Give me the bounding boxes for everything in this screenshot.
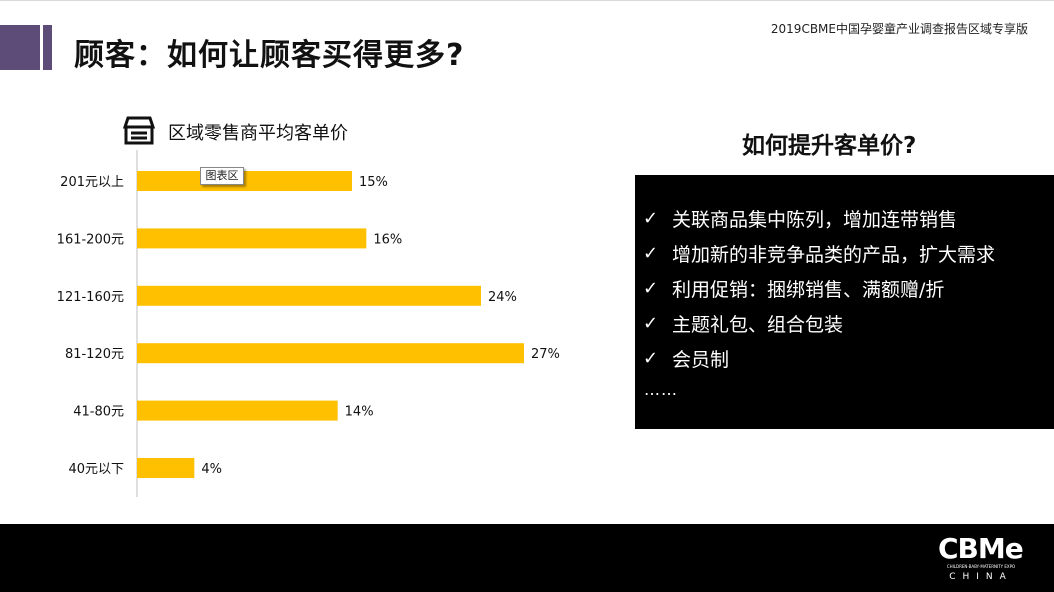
logo-subtitle: CHILDREN·BABY·MATERNITY EXPO (946, 564, 1016, 569)
category-label: 40元以下 (68, 462, 124, 477)
tips-panel: ✓ 关联商品集中陈列，增加连带销售 ✓ 增加新的非竞争品类的产品，扩大需求 ✓ 利用促… (635, 175, 1054, 429)
tips-ellipsis: …… (644, 380, 678, 399)
chart-area-tooltip: 图表区 (200, 167, 244, 185)
check-icon: ✓ (643, 243, 659, 264)
check-icon: ✓ (643, 313, 659, 334)
check-icon: ✓ (643, 278, 659, 299)
store-icon (122, 116, 156, 145)
category-label: 201元以上 (60, 175, 124, 190)
bar (137, 228, 367, 249)
tip-item: ✓ 利用促销：捆绑销售、满额赠/折 (635, 271, 1054, 306)
page-title: 顾客：如何让顾客买得更多? (74, 38, 465, 73)
check-icon: ✓ (643, 208, 659, 229)
tip-text: 增加新的非竞争品类的产品，扩大需求 (672, 244, 996, 266)
bar (137, 400, 338, 421)
footer-band (0, 524, 1054, 592)
tip-text: 关联商品集中陈列，增加连带销售 (672, 209, 958, 231)
bar (137, 343, 524, 364)
tip-text: 主题礼包、组合包装 (672, 314, 844, 336)
value-label: 15% (359, 175, 388, 190)
cbme-logo: CBMe (938, 532, 1024, 565)
category-label: 161-200元 (57, 232, 124, 247)
tip-text: 利用促销：捆绑销售、满额赠/折 (672, 279, 945, 301)
value-label: 4% (201, 462, 222, 477)
value-label: 24% (488, 290, 517, 305)
title-accent-stripe (43, 25, 52, 70)
check-icon: ✓ (643, 348, 659, 369)
chart-title: 区域零售商平均客单价 (168, 123, 348, 144)
tip-item: ✓ 增加新的非竞争品类的产品，扩大需求 (635, 236, 1054, 271)
tips-heading: 如何提升客单价? (742, 133, 917, 159)
tip-item: ✓ 会员制 (635, 341, 1054, 376)
value-label: 14% (345, 405, 374, 420)
bar (137, 171, 352, 191)
bar (137, 458, 195, 478)
top-divider (0, 0, 1054, 1)
report-name: 2019CBME中国孕婴童产业调查报告区域专享版 (770, 22, 1028, 36)
title-accent-bar (0, 25, 40, 70)
tip-item: ✓ 主题礼包、组合包装 (635, 306, 1054, 341)
category-label: 41-80元 (73, 405, 124, 420)
bar-chart: 201元以上 15% 161-200元 16% 121-160元 24% 81-120元 27… (57, 150, 560, 497)
value-label: 27% (531, 347, 560, 362)
bar (137, 285, 481, 306)
value-label: 16% (373, 232, 402, 247)
tip-item: ✓ 关联商品集中陈列，增加连带销售 (635, 201, 1054, 236)
logo-region: CHINA (949, 572, 1013, 582)
category-label: 121-160元 (57, 290, 124, 305)
tip-text: 会员制 (672, 349, 730, 371)
category-label: 81-120元 (65, 347, 124, 362)
